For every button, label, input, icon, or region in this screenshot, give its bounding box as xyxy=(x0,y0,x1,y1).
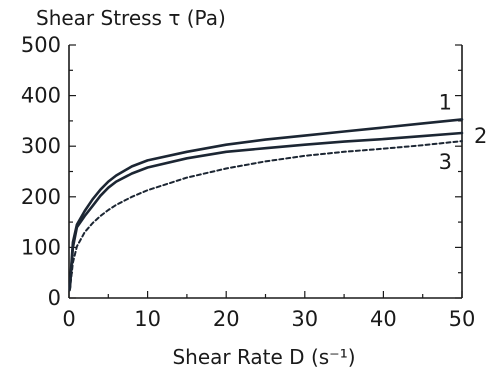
y-tick-label: 0 xyxy=(48,286,61,310)
series-group xyxy=(68,118,464,292)
x-tick-label: 10 xyxy=(134,307,161,331)
x-tick-label: 50 xyxy=(449,307,476,331)
x-axis-ticks: 0 10 20 30 40 50 xyxy=(62,291,475,331)
series-label-3: 3 xyxy=(439,150,452,174)
series-labels: 123 xyxy=(439,90,488,174)
x-tick-label: 30 xyxy=(291,307,318,331)
y-tick-label: 200 xyxy=(21,185,61,209)
y-axis-ticks: 0 100 200 300 400 500 xyxy=(21,33,462,310)
x-tick-label: 40 xyxy=(370,307,397,331)
y-axis-title: Shear Stress τ (Pa) xyxy=(36,6,226,30)
y-tick-label: 300 xyxy=(21,134,61,158)
plot-frame xyxy=(68,45,463,299)
x-axis-title: Shear Rate D (s⁻¹) xyxy=(172,345,355,369)
y-tick-label: 400 xyxy=(21,84,61,108)
x-tick-label: 20 xyxy=(213,307,240,331)
y-tick-label: 100 xyxy=(21,235,61,259)
series-label-2: 2 xyxy=(474,124,487,148)
x-tick-label: 0 xyxy=(62,307,75,331)
series-line-2 xyxy=(68,131,464,291)
series-line-1 xyxy=(68,118,464,290)
y-tick-label: 500 xyxy=(21,33,61,57)
series-line-3 xyxy=(68,140,463,292)
series-label-1: 1 xyxy=(439,90,452,114)
